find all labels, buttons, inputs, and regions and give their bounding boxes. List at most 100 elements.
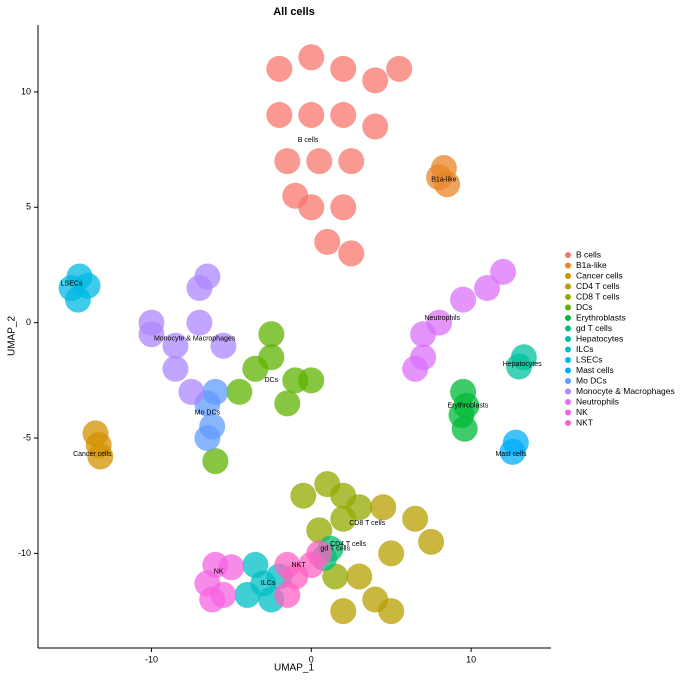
cluster-point bbox=[378, 598, 405, 625]
legend-label: ILCs bbox=[576, 344, 593, 354]
x-tick-label: 0 bbox=[309, 654, 314, 664]
legend-swatch bbox=[565, 325, 571, 332]
cluster-label: CD4 T cells bbox=[330, 541, 366, 548]
cluster-point bbox=[202, 378, 229, 405]
cluster-point bbox=[274, 390, 301, 417]
cluster-label: Hepatocytes bbox=[503, 361, 542, 368]
legend-label: B1a-like bbox=[576, 260, 607, 270]
cluster-point bbox=[178, 378, 205, 405]
legend-swatch bbox=[565, 262, 571, 269]
cluster-label: B cells bbox=[298, 137, 319, 144]
cluster-label: Mast cells bbox=[495, 451, 527, 458]
y-tick-label: 10 bbox=[21, 86, 31, 96]
legend-label: LSECs bbox=[576, 354, 602, 364]
legend-label: CD8 T cells bbox=[576, 291, 620, 301]
cluster-point bbox=[450, 286, 477, 313]
cluster-point bbox=[194, 263, 221, 290]
legend-label: Hepatocytes bbox=[576, 333, 623, 343]
cluster-point bbox=[162, 332, 189, 359]
legend-swatch bbox=[565, 294, 571, 300]
cluster-point bbox=[202, 448, 229, 475]
cluster-point bbox=[199, 586, 226, 613]
legend-swatch bbox=[565, 273, 571, 279]
cluster-point bbox=[330, 101, 357, 128]
cluster-point bbox=[386, 55, 413, 82]
cluster-point bbox=[434, 171, 461, 198]
cluster-point bbox=[402, 355, 429, 382]
cluster-label: gd T cells bbox=[320, 546, 350, 553]
legend-label: gd T cells bbox=[576, 323, 612, 333]
y-axis-label: UMAP_2 bbox=[7, 316, 18, 356]
legend-swatch bbox=[565, 367, 571, 374]
legend-label: Mo DCs bbox=[576, 375, 607, 385]
legend-label: CD4 T cells bbox=[576, 281, 620, 291]
cluster-point bbox=[330, 194, 357, 221]
y-tick-label: 5 bbox=[26, 202, 31, 212]
legend-swatch bbox=[565, 399, 571, 405]
cluster-point bbox=[338, 148, 365, 175]
cluster-point bbox=[338, 240, 365, 267]
cluster-point bbox=[218, 554, 245, 581]
legend-swatch bbox=[565, 283, 571, 290]
cluster-point bbox=[298, 367, 325, 394]
legend-swatch bbox=[565, 409, 571, 416]
cluster-label: Neutrophils bbox=[425, 315, 461, 322]
legend-label: B cells bbox=[576, 249, 601, 259]
legend-label: NK bbox=[576, 407, 588, 417]
cluster-point bbox=[266, 101, 293, 128]
cluster-point bbox=[242, 355, 269, 382]
cluster-point bbox=[378, 540, 405, 567]
cluster-label: Mo DCs bbox=[195, 409, 221, 416]
cluster-point bbox=[290, 482, 317, 509]
cluster-label: DCs bbox=[265, 377, 279, 384]
legend-label: Neutrophils bbox=[576, 396, 619, 406]
legend-label: Monocyte & Macrophages bbox=[576, 386, 675, 396]
cluster-point bbox=[418, 528, 445, 555]
cluster-point bbox=[346, 563, 373, 590]
chart-title: All cells bbox=[273, 6, 315, 18]
cluster-point bbox=[234, 581, 261, 608]
cluster-label: Cancer cells bbox=[73, 451, 112, 458]
cluster-point bbox=[402, 505, 429, 532]
cluster-point bbox=[362, 113, 389, 140]
cluster-point bbox=[87, 443, 114, 470]
legend-swatch bbox=[565, 346, 571, 353]
cluster-point bbox=[210, 332, 237, 359]
y-tick-label: -5 bbox=[23, 432, 31, 442]
cluster-point bbox=[306, 148, 333, 175]
y-tick-label: -10 bbox=[18, 548, 31, 558]
cluster-point bbox=[490, 258, 517, 285]
cluster-point bbox=[362, 67, 389, 94]
cluster-label: B1a-like bbox=[431, 176, 456, 183]
x-tick-label: -10 bbox=[145, 654, 158, 664]
cluster-point bbox=[282, 182, 309, 209]
legend-label: Cancer cells bbox=[576, 270, 623, 280]
cluster-point bbox=[314, 228, 341, 255]
cluster-point bbox=[426, 309, 453, 336]
legend-swatch bbox=[565, 420, 571, 426]
x-axis-label: UMAP_1 bbox=[274, 663, 314, 674]
cluster-point bbox=[330, 598, 357, 625]
legend-swatch bbox=[565, 378, 571, 384]
cluster-point bbox=[474, 275, 501, 302]
legend-swatch bbox=[565, 336, 571, 342]
cluster-point bbox=[274, 581, 301, 608]
cluster-point bbox=[138, 309, 165, 336]
cluster-point bbox=[186, 309, 213, 336]
cluster-point bbox=[306, 540, 333, 567]
x-tick-label: 10 bbox=[466, 654, 476, 664]
cluster-point bbox=[506, 353, 533, 380]
y-tick-label: 0 bbox=[26, 317, 31, 327]
cluster-label: ILCs bbox=[261, 580, 276, 587]
legend-swatch bbox=[565, 252, 571, 258]
cluster-point bbox=[226, 378, 253, 405]
cluster-point bbox=[274, 148, 301, 175]
cluster-point bbox=[298, 44, 325, 71]
legend-swatch bbox=[565, 304, 571, 311]
cluster-point bbox=[74, 272, 101, 299]
cluster-point bbox=[370, 494, 397, 521]
cluster-point bbox=[258, 321, 285, 348]
cluster-point bbox=[502, 429, 529, 456]
legend-swatch bbox=[565, 315, 571, 321]
